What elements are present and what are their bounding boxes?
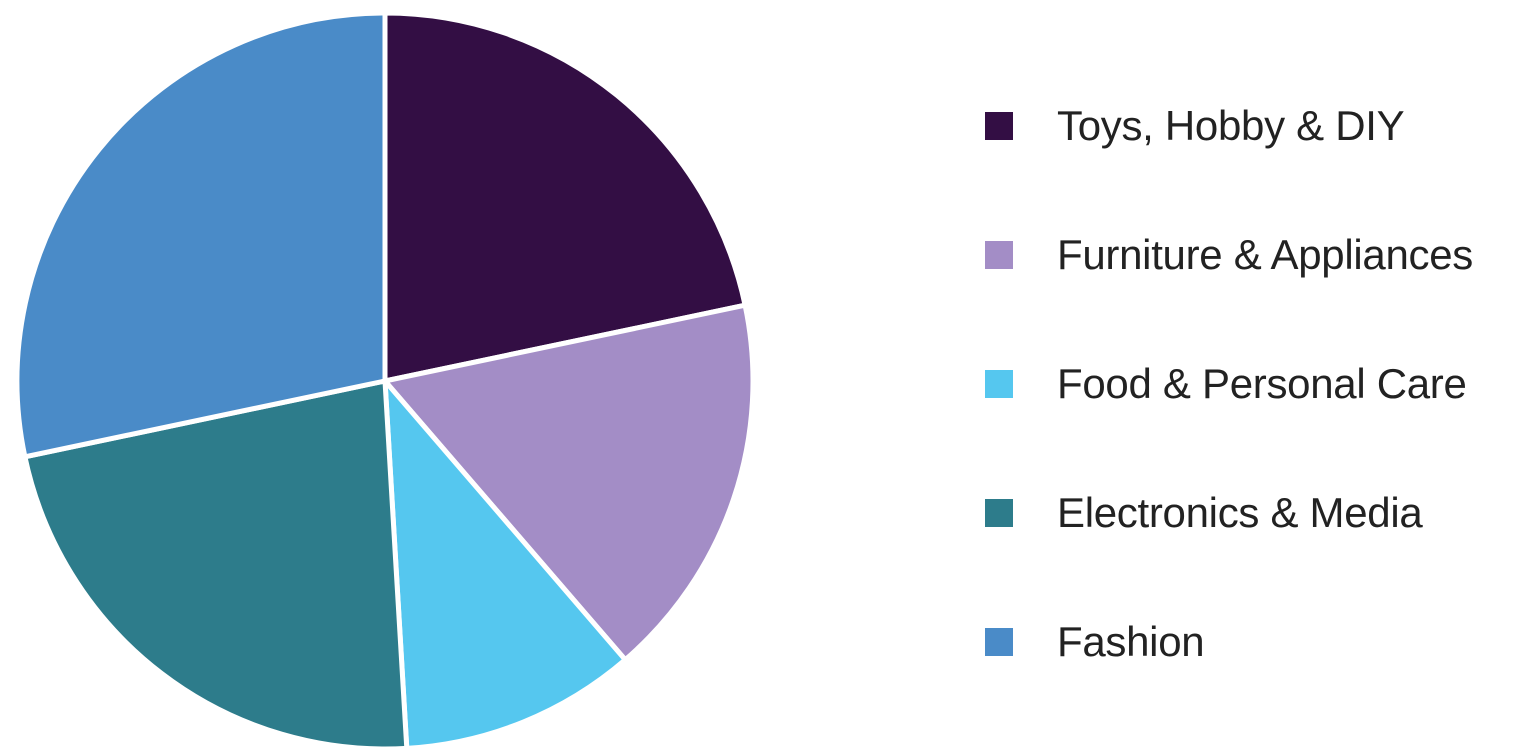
pie-slice-furniture-appliances	[382, 302, 756, 663]
pie-slice-electronics-media	[22, 378, 410, 751]
legend-label: Food & Personal Care	[1057, 359, 1467, 407]
pie-slice-food-personal-care	[382, 378, 628, 751]
legend-label: Toys, Hobby & DIY	[1057, 101, 1405, 149]
legend-item-fashion: Fashion	[985, 609, 1535, 674]
legend-item-furniture-appliances: Furniture & Appliances	[985, 222, 1535, 287]
legend-item-toys-hobby-diy: Toys, Hobby & DIY	[985, 93, 1535, 158]
legend-swatch	[985, 240, 1013, 269]
pie-slice-fashion	[14, 10, 388, 460]
legend-swatch	[985, 111, 1013, 140]
legend-label: Electronics & Media	[1057, 488, 1423, 536]
legend-swatch	[985, 498, 1013, 527]
legend-item-food-personal-care: Food & Personal Care	[985, 351, 1535, 416]
pie-slices	[14, 10, 756, 751]
legend-item-electronics-media: Electronics & Media	[985, 480, 1535, 545]
legend-swatch	[985, 369, 1013, 398]
legend: Toys, Hobby & DIY Furniture & Appliances…	[985, 93, 1535, 674]
legend-label: Fashion	[1057, 617, 1205, 665]
legend-swatch	[985, 627, 1013, 656]
pie-slice-toys-hobby-diy	[382, 10, 748, 384]
legend-label: Furniture & Appliances	[1057, 230, 1473, 278]
